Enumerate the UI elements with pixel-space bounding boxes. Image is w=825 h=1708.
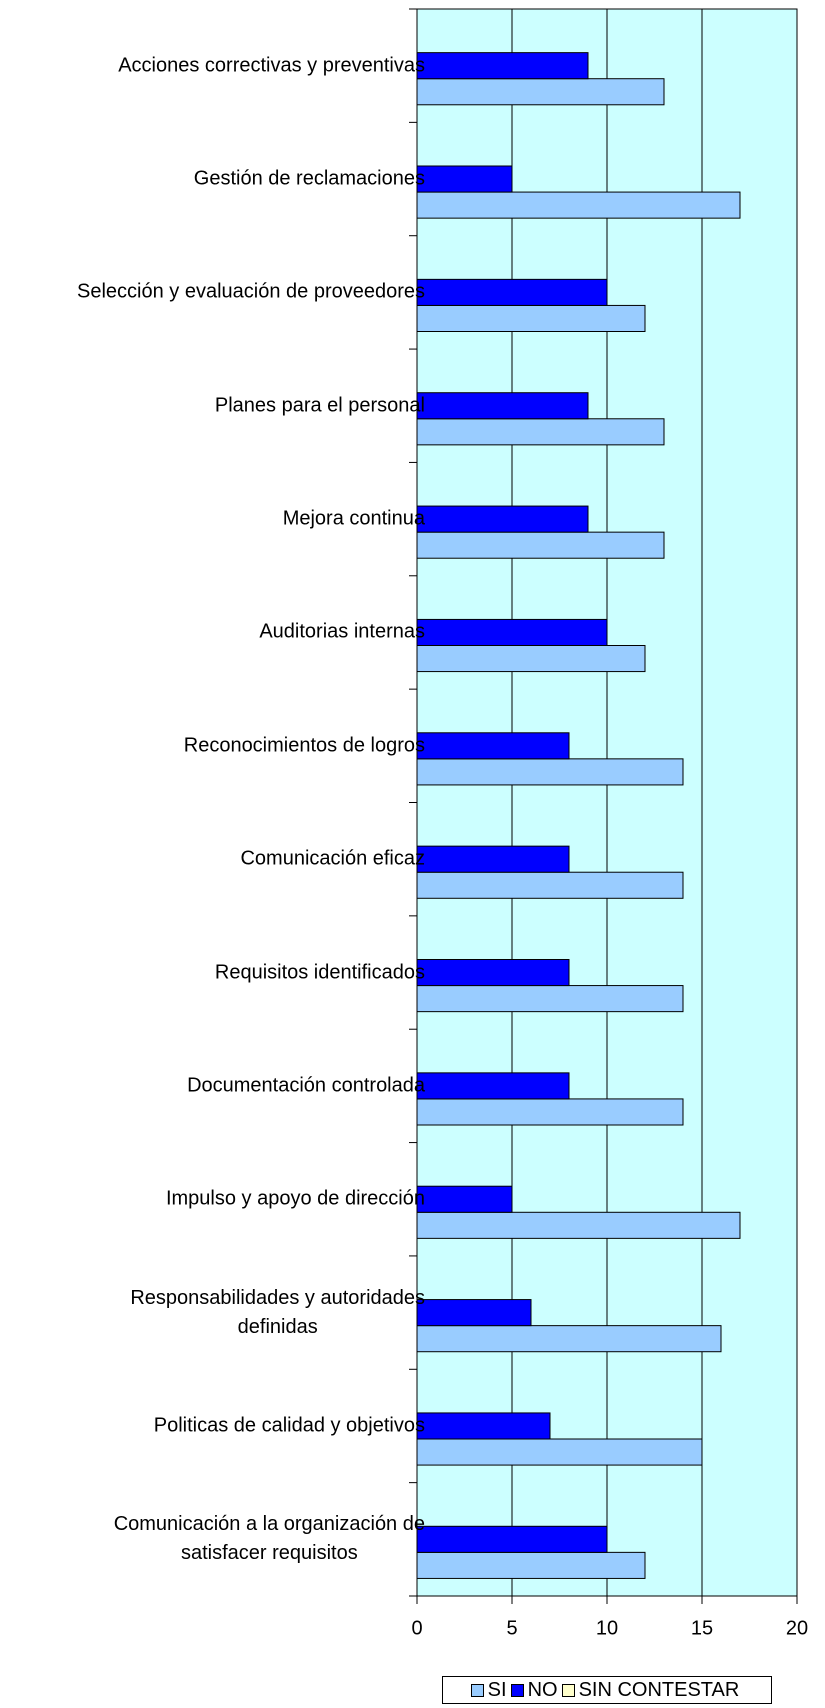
bar bbox=[416, 52, 589, 80]
plot-border bbox=[416, 8, 798, 1597]
legend-label: SI bbox=[487, 1678, 507, 1701]
bar bbox=[416, 1185, 513, 1213]
x-tick-label: 10 bbox=[596, 1617, 618, 1639]
category-label: Reconocimientos de logros bbox=[0, 731, 425, 760]
category-label: Planes para el personal bbox=[0, 391, 425, 420]
bar bbox=[416, 392, 589, 420]
bar bbox=[416, 645, 646, 673]
category-label: Impulso y apoyo de dirección bbox=[0, 1185, 425, 1214]
category-label: Comunicación eficaz bbox=[0, 845, 425, 874]
y-tick-label: Planes para el personal bbox=[214, 394, 425, 417]
bar bbox=[416, 1412, 551, 1440]
y-tick-label: Requisitos identificados bbox=[214, 961, 425, 984]
bar bbox=[416, 1098, 684, 1126]
category-label: Gestión de reclamaciones bbox=[0, 165, 425, 194]
legend-item: SI bbox=[470, 1678, 507, 1702]
y-tick-label: Selección y evaluación de proveedores bbox=[77, 280, 425, 303]
bar bbox=[416, 418, 665, 446]
bar bbox=[416, 871, 684, 899]
bar bbox=[416, 758, 684, 786]
bar bbox=[416, 304, 646, 333]
x-tick-label: 5 bbox=[506, 1617, 517, 1639]
bar bbox=[416, 191, 741, 219]
bar bbox=[416, 618, 608, 647]
y-tick-label: Auditorias internas bbox=[259, 620, 425, 643]
legend-label: SIN CONTESTAR bbox=[578, 1678, 740, 1701]
legend-swatch bbox=[470, 1683, 484, 1697]
category-label: Mejora continua bbox=[0, 505, 425, 534]
bar bbox=[416, 958, 570, 987]
legend-swatch bbox=[561, 1683, 575, 1697]
y-tick-label: Comunicación a la organización de satisf… bbox=[113, 1513, 425, 1565]
legend-item: NO bbox=[510, 1678, 558, 1702]
bar bbox=[416, 505, 589, 533]
y-tick-label: Politicas de calidad y objetivos bbox=[153, 1414, 425, 1437]
bar bbox=[416, 278, 608, 306]
bar bbox=[416, 1211, 741, 1239]
x-tick-label: 20 bbox=[786, 1617, 808, 1639]
bar bbox=[416, 1551, 646, 1579]
y-tick-label: Reconocimientos de logros bbox=[183, 734, 425, 757]
category-label: Politicas de calidad y objetivos bbox=[0, 1411, 425, 1440]
x-tick-label: 15 bbox=[691, 1617, 713, 1639]
bar bbox=[416, 78, 665, 106]
category-label: Selección y evaluación de proveedores bbox=[0, 278, 425, 307]
bar bbox=[416, 1438, 703, 1466]
x-tick-label: 0 bbox=[411, 1617, 422, 1639]
category-label: Comunicación a la organización de satisf… bbox=[0, 1510, 425, 1568]
y-tick-label: Impulso y apoyo de dirección bbox=[165, 1187, 425, 1210]
category-label: Acciones correctivas y preventivas bbox=[0, 51, 425, 80]
bar bbox=[416, 985, 684, 1013]
bar bbox=[416, 531, 665, 559]
bar bbox=[416, 165, 513, 193]
category-label: Responsabilidades y autoridades definida… bbox=[0, 1284, 425, 1342]
legend-item: SIN CONTESTAR bbox=[561, 1678, 740, 1702]
legend-swatch bbox=[510, 1683, 524, 1697]
bar bbox=[416, 1325, 722, 1353]
bar bbox=[416, 1072, 570, 1100]
bar bbox=[416, 845, 570, 873]
y-tick-label: Comunicación eficaz bbox=[240, 847, 425, 870]
y-tick-label: Gestión de reclamaciones bbox=[193, 167, 425, 190]
legend: SI NO SIN CONTESTAR bbox=[442, 1676, 772, 1704]
category-label: Auditorias internas bbox=[0, 618, 425, 647]
bar bbox=[416, 1525, 608, 1553]
category-label: Documentación controlada bbox=[0, 1071, 425, 1100]
y-tick-label: Responsabilidades y autoridades definida… bbox=[130, 1286, 425, 1338]
bar bbox=[416, 1299, 532, 1327]
bar bbox=[416, 732, 570, 760]
y-tick-label: Acciones correctivas y preventivas bbox=[118, 54, 425, 77]
category-label: Requisitos identificados bbox=[0, 958, 425, 987]
y-tick-label: Mejora continua bbox=[282, 507, 425, 530]
y-tick-label: Documentación controlada bbox=[187, 1074, 425, 1097]
legend-label: NO bbox=[527, 1678, 558, 1701]
